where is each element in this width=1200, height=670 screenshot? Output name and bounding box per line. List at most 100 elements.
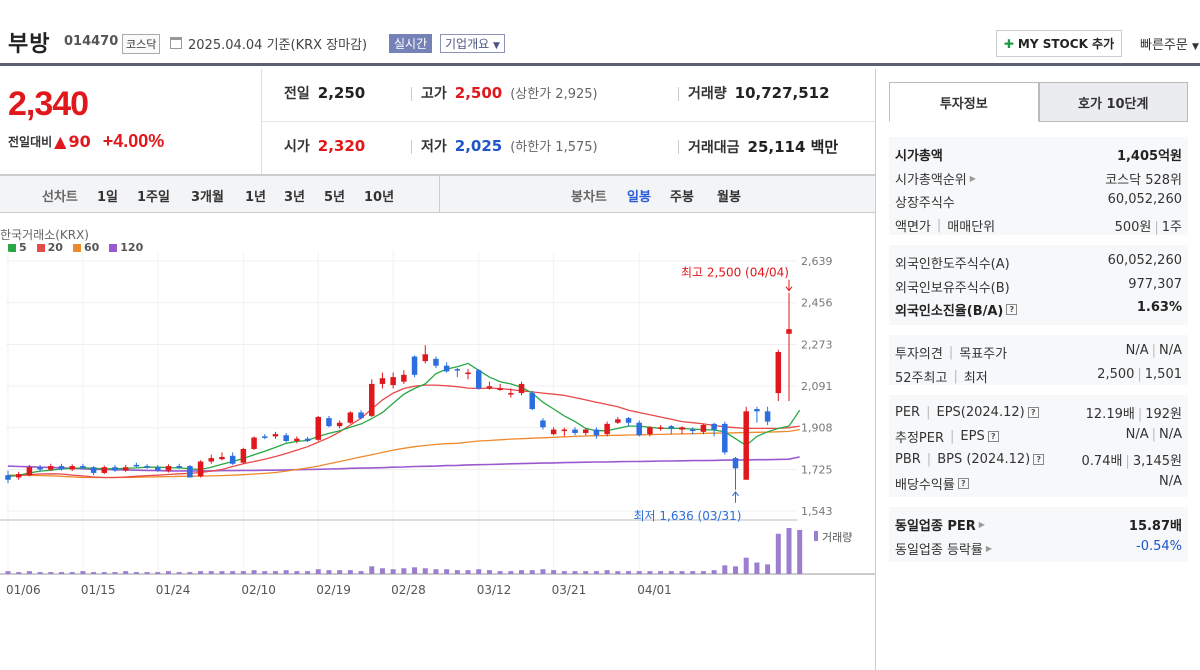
info-row[interactable]: 시가총액순위 ▶ 코스닥 528위 [895, 172, 1182, 188]
info-row[interactable]: 동일업종 등락률 ▶ -0.54% [895, 538, 1182, 558]
ma5-line [7, 362, 801, 477]
chart-period-tabs: 선차트 1일 1주일 3개월 1년 3년 5년 10년 봉차트 일봉 주봉 월봉 [0, 175, 875, 213]
volume-bar [26, 571, 32, 574]
tab-10y[interactable]: 10년 [364, 190, 395, 205]
volume-bar [390, 569, 396, 574]
company-overview-dropdown[interactable]: 기업개요 ▼ [440, 34, 505, 53]
volume-bar [369, 566, 375, 574]
change-amount: 90 [68, 132, 91, 151]
help-icon[interactable]: ? [957, 477, 969, 489]
candle [465, 372, 471, 375]
candle [529, 393, 535, 410]
tab-5y[interactable]: 5년 [324, 190, 346, 205]
up-triangle-icon: ▲ [54, 132, 67, 151]
help-icon[interactable]: ? [1027, 407, 1039, 418]
volume-bar [497, 571, 503, 574]
y-tick-label: 1,725 [801, 463, 833, 476]
candle [358, 412, 364, 419]
market-cap-group: 시가총액 1,405억원 시가총액순위 ▶ 코스닥 528위 상장주식수 60,052,26… [889, 137, 1188, 235]
candle [443, 365, 450, 372]
x-tick-label: 01/15 [81, 583, 116, 597]
volume-bar [454, 570, 460, 574]
volume-bar [48, 572, 54, 574]
volume-bar [593, 571, 599, 574]
realtime-button[interactable]: 실시간 [389, 34, 433, 53]
ma-legend: 5 20 60 120 [8, 241, 143, 254]
candle [700, 425, 707, 432]
stock-header: 부방 014470 코스닥 2025.04.04 기준(KRX 장마감) 실시간… [0, 0, 1200, 66]
candle [144, 466, 150, 468]
candle [390, 377, 396, 386]
volume-bar [636, 571, 642, 574]
y-tick-label: 1,908 [801, 422, 833, 435]
volume-bar [658, 571, 664, 574]
info-tabs: 투자정보 호가 10단계 [889, 82, 1188, 122]
volume-bar [251, 570, 257, 574]
chevron-right-icon: ▶ [969, 173, 976, 183]
x-tick-label: 02/28 [391, 583, 426, 597]
y-tick-label: 2,091 [801, 380, 833, 393]
info-row: 액면가 | 매매단위 500원 | 1주 [895, 217, 1182, 235]
candle [647, 427, 653, 435]
volume-bar [37, 572, 43, 574]
candle [411, 356, 418, 375]
tab-3m[interactable]: 3개월 [191, 190, 224, 205]
plus-icon: ✚ [1003, 36, 1014, 51]
info-row: 투자의견 | 목표주가 N/A | N/A [895, 343, 1182, 362]
base-date: 2025.04.04 기준(KRX 장마감) [188, 38, 368, 53]
volume-bar [219, 571, 225, 574]
candle [15, 474, 22, 478]
candle [764, 411, 771, 422]
candle [433, 358, 439, 366]
tab-1y[interactable]: 1년 [245, 190, 267, 205]
tab-3y[interactable]: 3년 [284, 190, 306, 205]
help-icon[interactable]: ? [1006, 304, 1018, 315]
volume-bar [529, 570, 535, 574]
volume-bar [615, 571, 621, 574]
volume-bar [722, 565, 728, 574]
volume-bar [91, 572, 97, 574]
volume: 거래량 10,727,512 [688, 84, 830, 102]
stock-code: 014470 [64, 34, 119, 49]
volume-bar [486, 570, 492, 574]
quick-order-button[interactable]: 빠른주문 ▼ [1140, 38, 1199, 53]
info-row: PER | EPS(2024.12)? 12.19배 | 192원 [895, 405, 1182, 422]
candle [101, 467, 108, 473]
info-row[interactable]: 동일업종 PER ▶ 15.87배 [895, 519, 1182, 534]
help-icon[interactable]: ? [987, 430, 999, 442]
info-row: 상장주식수 60,052,260 [895, 192, 1182, 211]
candle [668, 426, 675, 429]
volume-bar [101, 572, 107, 574]
volume-bar [155, 572, 161, 574]
volume-bar [347, 570, 353, 574]
candle [347, 412, 354, 423]
tab-investment-info[interactable]: 투자정보 [889, 82, 1039, 122]
volume-bar [230, 571, 236, 574]
candle [379, 378, 386, 384]
chevron-right-icon: ▶ [985, 543, 993, 553]
tab-monthly[interactable]: 월봉 [717, 190, 741, 205]
help-icon[interactable]: ? [1033, 454, 1045, 465]
volume-bar [80, 571, 86, 574]
candle-chart-svg[interactable]: 2,639 2,456 2,273 2,091 1,908 1,725 1,543 01/06… [0, 214, 875, 614]
chevron-down-icon: ▼ [1191, 42, 1199, 52]
candle [475, 370, 482, 389]
tab-1d[interactable]: 1일 [97, 190, 119, 205]
volume-bar [668, 571, 674, 574]
calendar-icon [170, 37, 182, 49]
tab-weekly[interactable]: 주봉 [670, 190, 694, 205]
stock-chart: 한국거래소(KRX) 5 20 60 120 2,639 2,456 2,273 2,… [0, 214, 875, 670]
tab-1w[interactable]: 1주일 [137, 190, 170, 205]
volume-bar [733, 566, 739, 574]
stock-name: 부방 [8, 32, 51, 57]
legend-ma5: 5 [8, 241, 27, 254]
candle [187, 466, 193, 478]
tab-daily[interactable]: 일봉 [627, 190, 651, 205]
candle [251, 437, 257, 449]
x-tick-label: 04/01 [637, 583, 672, 597]
info-row: 외국인보유주식수(B) 977,307 [895, 276, 1182, 296]
tab-order-book[interactable]: 호가 10단계 [1038, 82, 1188, 122]
high-annotation: 최고 2,500 (04/04) [681, 266, 789, 280]
volume-bar [379, 568, 385, 574]
add-my-stock-button[interactable]: ✚ MY STOCK 추가 [996, 30, 1122, 57]
